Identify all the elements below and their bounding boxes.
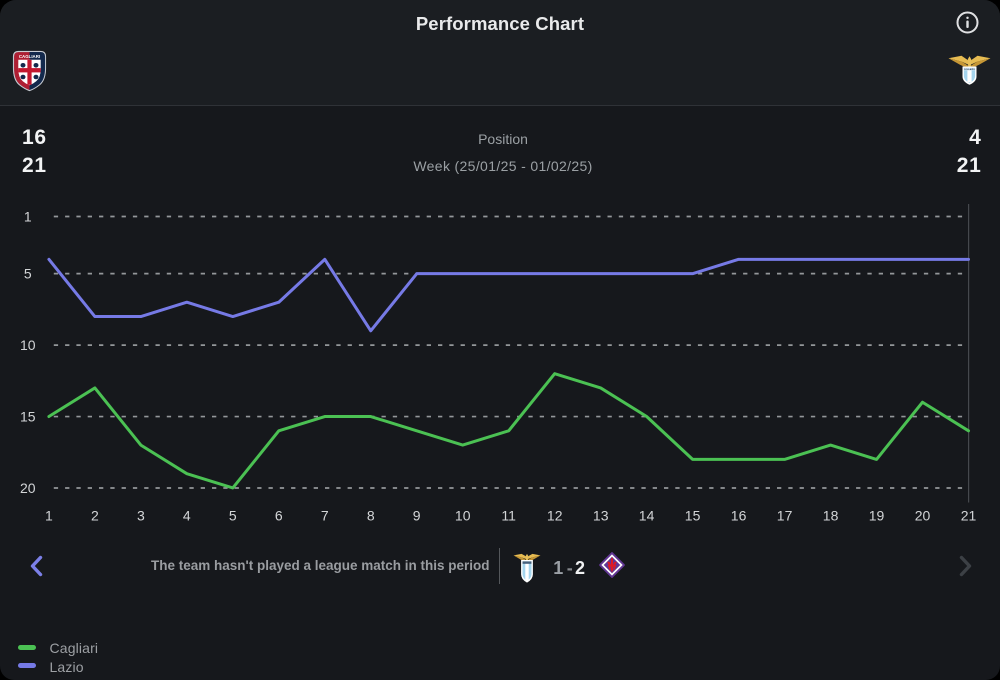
svg-text:4: 4	[183, 508, 191, 524]
svg-text:3: 3	[137, 508, 145, 524]
svg-text:13: 13	[593, 508, 609, 524]
svg-text:8: 8	[367, 508, 375, 524]
svg-text:19: 19	[869, 508, 885, 524]
svg-text:2: 2	[91, 508, 99, 524]
svg-text:7: 7	[321, 508, 329, 524]
svg-text:21: 21	[961, 508, 977, 524]
svg-text:1: 1	[24, 209, 32, 225]
svg-text:12: 12	[547, 508, 563, 524]
svg-text:10: 10	[20, 337, 36, 353]
svg-text:16: 16	[731, 508, 747, 524]
svg-text:9: 9	[413, 508, 421, 524]
svg-text:18: 18	[823, 508, 839, 524]
svg-text:1: 1	[45, 508, 53, 524]
svg-text:CAGLIARI: CAGLIARI	[19, 54, 40, 59]
svg-text:15: 15	[685, 508, 701, 524]
svg-text:6: 6	[275, 508, 283, 524]
svg-text:11: 11	[501, 508, 516, 524]
svg-text:10: 10	[455, 508, 471, 524]
svg-text:20: 20	[20, 480, 36, 496]
svg-text:20: 20	[915, 508, 931, 524]
svg-text:15: 15	[20, 409, 36, 425]
svg-text:5: 5	[24, 266, 32, 282]
svg-text:S.S.LAZIO: S.S.LAZIO	[964, 68, 975, 71]
svg-text:14: 14	[639, 508, 655, 524]
svg-text:17: 17	[777, 508, 793, 524]
svg-text:5: 5	[229, 508, 237, 524]
